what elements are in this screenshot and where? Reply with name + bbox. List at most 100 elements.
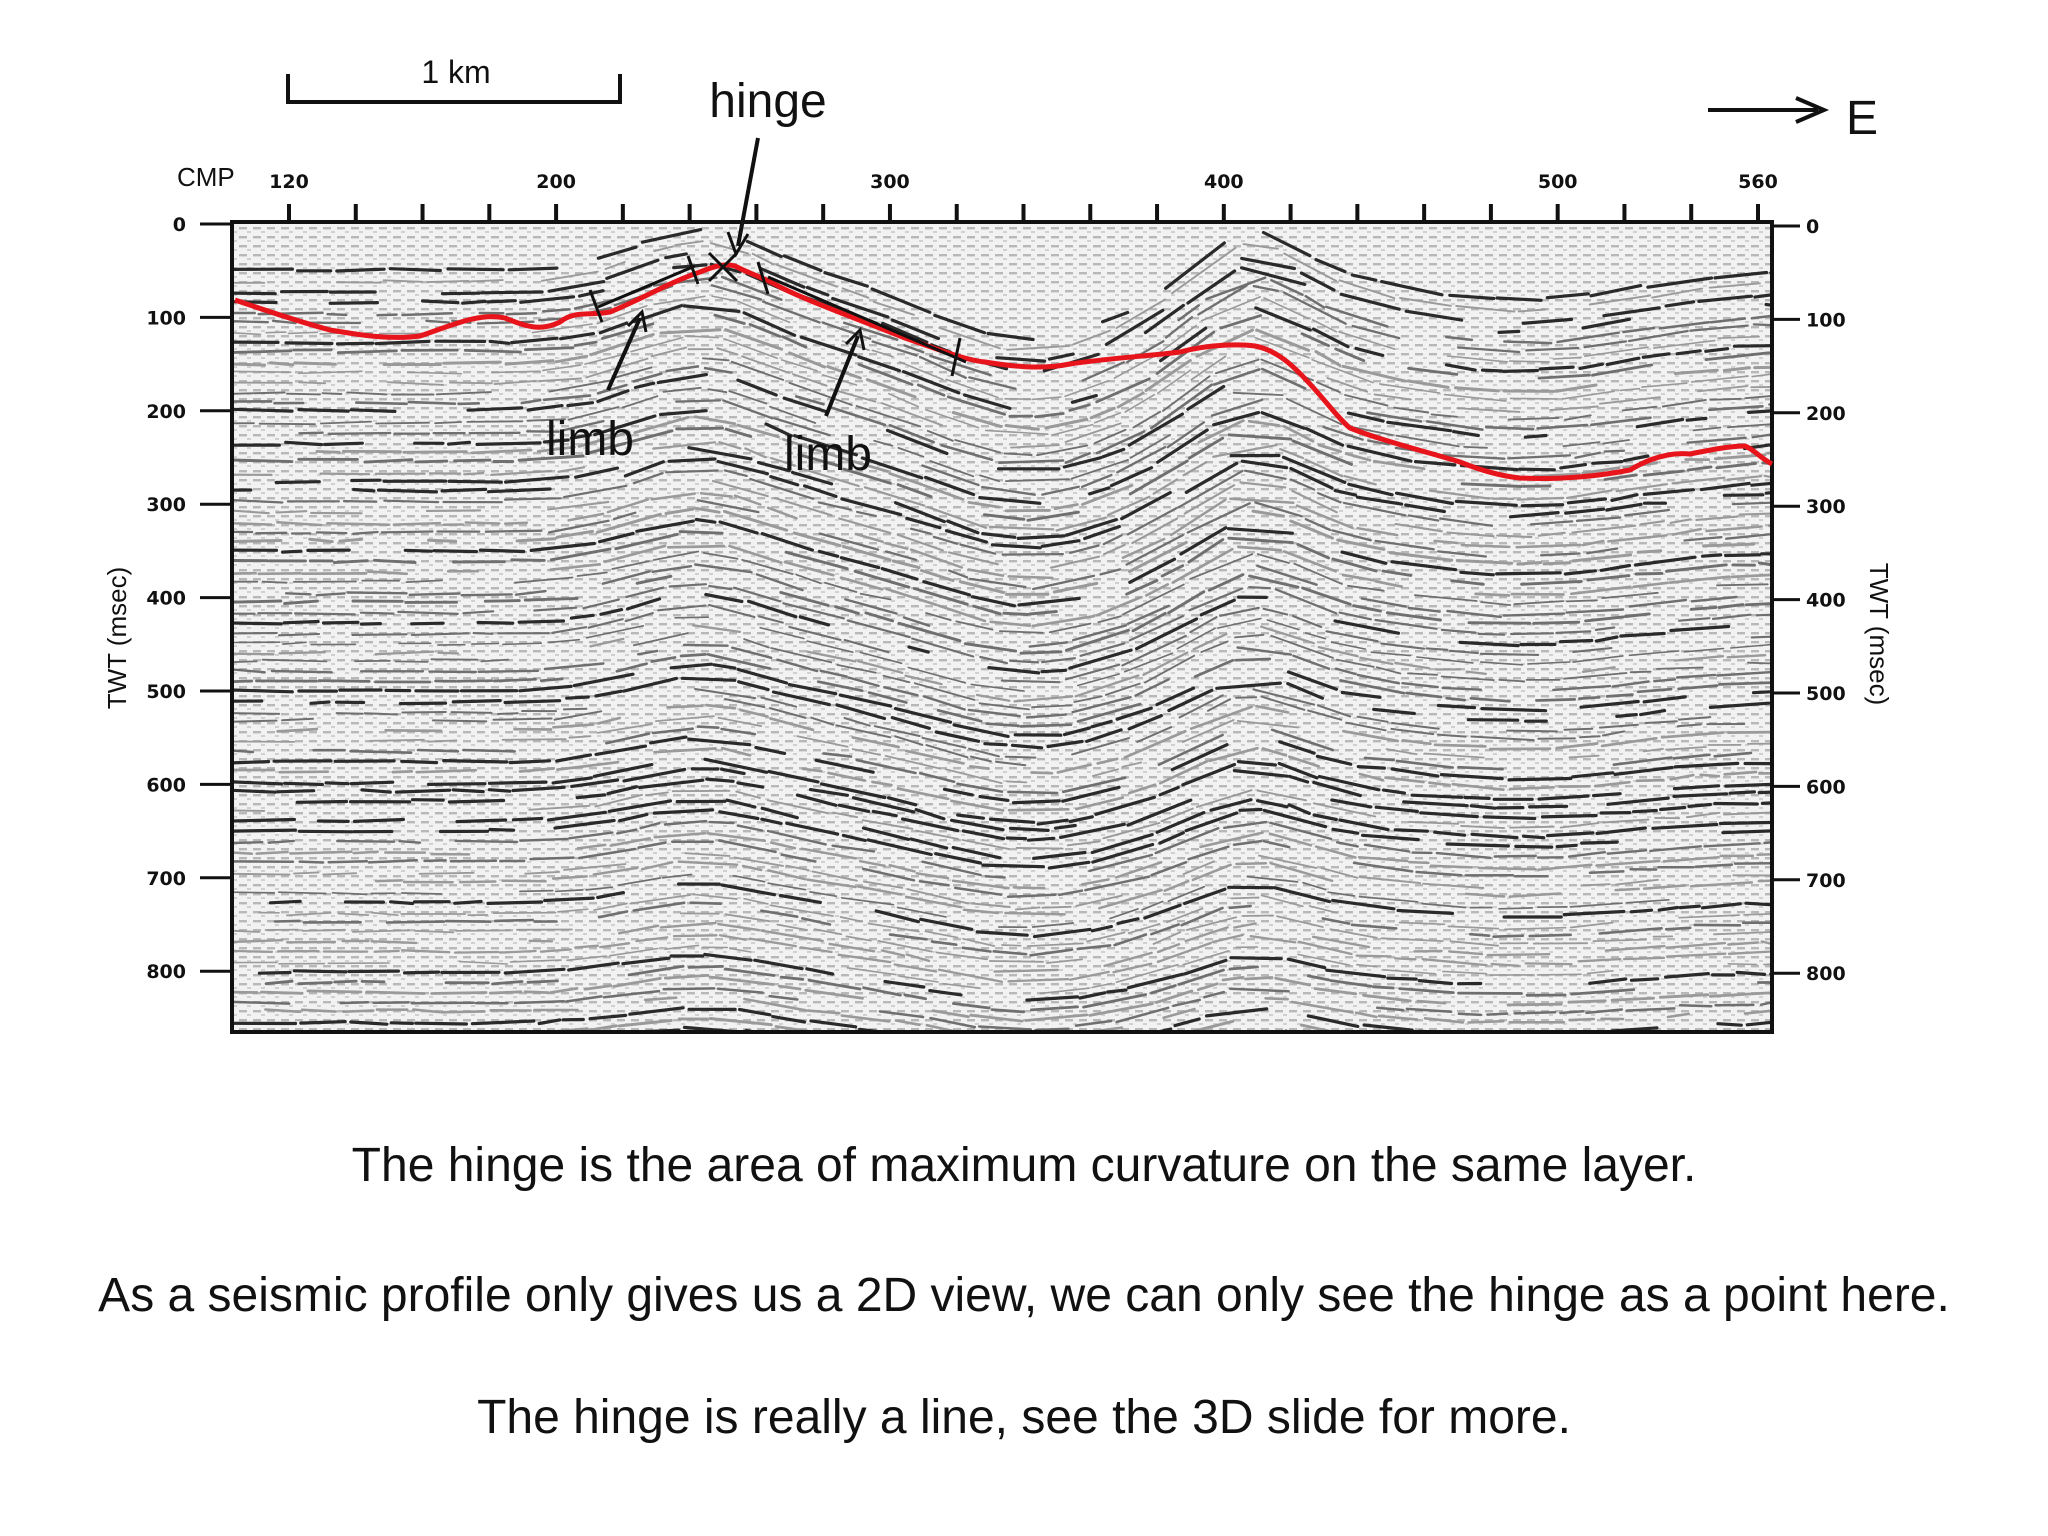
seismic-reflector-segment — [968, 376, 1017, 390]
seismic-reflector-segment — [257, 970, 292, 975]
seismic-reflector-segment — [486, 900, 544, 906]
seismic-reflector-segment — [1343, 475, 1377, 486]
seismic-reflector-segment — [1211, 933, 1244, 944]
seismic-reflector-segment — [349, 408, 397, 413]
seismic-reflector-segment — [1414, 594, 1478, 602]
left-axis-tick-label: 100 — [146, 307, 186, 329]
seismic-reflector-segment — [557, 466, 586, 473]
seismic-reflector-segment — [741, 864, 763, 872]
right-axis-tick-label: 300 — [1806, 496, 1846, 518]
seismic-reflector-segment — [947, 551, 999, 566]
seismic-reflector-segment — [1642, 884, 1687, 890]
seismic-reflector-segment — [349, 749, 413, 755]
seismic-reflector-segment — [835, 703, 887, 721]
seismic-reflector-segment — [666, 704, 704, 709]
seismic-reflector-segment — [1555, 630, 1592, 635]
seismic-reflector-segment — [866, 838, 933, 857]
seismic-reflector-segment — [1666, 1012, 1690, 1019]
seismic-reflector-segment — [1261, 230, 1312, 258]
seismic-reflector-segment — [1708, 991, 1771, 998]
seismic-reflector-segment — [1649, 845, 1703, 853]
seismic-reflector-segment — [1315, 381, 1341, 394]
seismic-reflector-segment — [1521, 834, 1546, 840]
seismic-reflector-segment — [1386, 420, 1453, 433]
seismic-reflector-segment — [1234, 657, 1272, 662]
seismic-reflector-segment — [386, 381, 444, 386]
seismic-reflector-segment — [956, 813, 986, 820]
seismic-reflector-segment — [505, 312, 538, 316]
seismic-reflector-segment — [1571, 524, 1637, 534]
seismic-reflector-segment — [1233, 922, 1257, 929]
seismic-reflector-segment — [1394, 957, 1417, 961]
seismic-reflector-segment — [232, 851, 254, 856]
seismic-reflector-segment — [729, 947, 752, 953]
seismic-reflector-segment — [1158, 785, 1180, 797]
seismic-reflector-segment — [1732, 344, 1772, 348]
seismic-reflector-segment — [338, 537, 364, 543]
seismic-reflector-segment — [588, 1013, 628, 1021]
seismic-reflector-segment — [1393, 828, 1430, 833]
seismic-reflector-segment — [1091, 982, 1113, 989]
seismic-reflector-segment — [392, 521, 442, 526]
seismic-reflector-segment — [1196, 982, 1219, 992]
seismic-reflector-segment — [1469, 804, 1497, 810]
seismic-reflector-segment — [519, 837, 569, 842]
seismic-reflector-segment — [1262, 808, 1328, 829]
seismic-reflector-segment — [622, 676, 679, 693]
seismic-reflector-segment — [1061, 785, 1121, 803]
seismic-reflector-segment — [989, 620, 1032, 628]
seismic-reflector-segment — [1127, 923, 1161, 935]
left-axis-tick-label: 800 — [146, 961, 186, 983]
seismic-reflector-segment — [1716, 583, 1769, 587]
seismic-reflector-segment — [769, 841, 797, 850]
seismic-reflector-segment — [808, 1042, 868, 1050]
seismic-reflector-segment — [817, 549, 840, 558]
seismic-reflector-segment — [975, 930, 1029, 937]
seismic-reflector-segment — [533, 606, 578, 612]
seismic-reflector-segment — [1209, 798, 1253, 812]
seismic-reflector-segment — [1026, 942, 1084, 947]
seismic-reflector-segment — [1287, 755, 1320, 768]
seismic-reflector-segment — [1182, 887, 1227, 906]
seismic-reflector-segment — [1569, 585, 1632, 596]
seismic-reflector-segment — [592, 762, 654, 778]
seismic-reflector-segment — [1125, 579, 1159, 596]
right-axis-title: TWT (msec) — [1864, 563, 1894, 706]
seismic-reflector-segment — [728, 544, 783, 564]
seismic-reflector-segment — [1658, 320, 1711, 330]
seismic-reflector-segment — [1458, 640, 1520, 648]
seismic-reflector-segment — [970, 595, 1017, 608]
seismic-reflector-segment — [1131, 611, 1167, 633]
seismic-reflector-segment — [1417, 978, 1454, 986]
seismic-reflector-segment — [1572, 655, 1624, 663]
seismic-reflector-segment — [543, 896, 595, 903]
seismic-reflector-segment — [718, 441, 742, 450]
seismic-reflector-segment — [232, 712, 281, 715]
seismic-reflector-segment — [1311, 935, 1371, 949]
seismic-reflector-segment — [587, 618, 624, 629]
seismic-reflector-segment — [1574, 451, 1601, 459]
seismic-reflector-segment — [1692, 426, 1722, 432]
seismic-reflector-segment — [403, 970, 441, 975]
seismic-reflector-segment — [708, 584, 733, 591]
seismic-reflector-segment — [498, 949, 537, 954]
seismic-reflector-segment — [346, 591, 408, 595]
seismic-reflector-segment — [1457, 1012, 1483, 1017]
seismic-reflector-segment — [1379, 383, 1441, 394]
seismic-reflector-segment — [942, 787, 974, 797]
seismic-reflector-segment — [1290, 1000, 1354, 1014]
seismic-reflector-segment — [1144, 1035, 1174, 1045]
seismic-reflector-segment — [767, 882, 807, 891]
seismic-reflector-segment — [1058, 822, 1126, 840]
seismic-reflector-segment — [573, 299, 614, 310]
seismic-reflector-segment — [585, 624, 645, 639]
seismic-reflector-segment — [692, 893, 738, 900]
seismic-reflector-segment — [643, 996, 678, 1002]
seismic-reflector-segment — [1005, 780, 1028, 784]
seismic-reflector-segment — [1507, 776, 1573, 782]
seismic-reflector-segment — [421, 299, 460, 305]
seismic-reflector-segment — [1396, 908, 1455, 916]
seismic-reflector-segment — [415, 768, 478, 774]
seismic-reflector-segment — [1673, 655, 1725, 662]
seismic-reflector-segment — [1317, 774, 1381, 792]
